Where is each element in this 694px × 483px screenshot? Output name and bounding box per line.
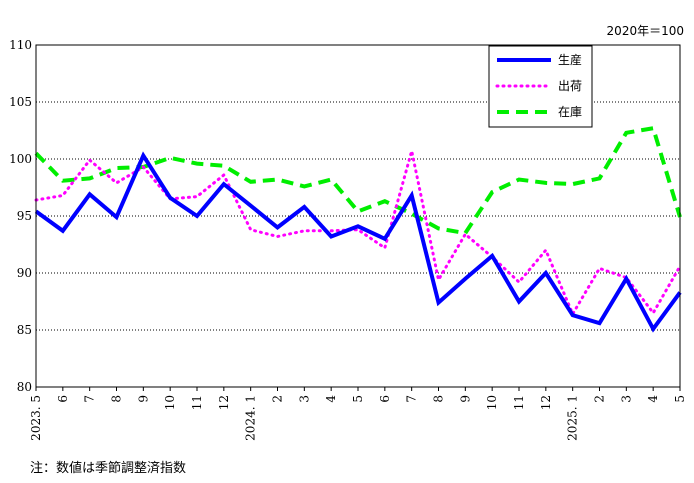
series-lines — [34, 125, 682, 333]
y-tick-label: 85 — [17, 323, 32, 337]
x-tick-label: 11 — [512, 395, 526, 410]
y-axis-ticks: 80 85 90 95 100 105 110 — [9, 38, 32, 394]
y-tick-label: 90 — [17, 266, 32, 280]
x-tick-label: 2023. 5 — [29, 395, 43, 441]
unit-label: 2020年＝100 — [607, 24, 684, 38]
x-tick-label: 10 — [485, 395, 499, 410]
x-tick-label: 10 — [163, 395, 177, 410]
x-tick-label: 9 — [458, 395, 472, 403]
x-tick-label: 2025. 1 — [566, 395, 580, 441]
x-tick-label: 2024. 1 — [244, 395, 258, 441]
x-tick-label: 12 — [539, 395, 553, 410]
legend-label-inventory: 在庫 — [558, 105, 582, 119]
y-tick-label: 105 — [9, 95, 32, 109]
x-axis-ticks: 2023. 5 6 7 8 9 10 11 12 2024. 1 2 3 4 5 6 7 8 9 10 11 12 20… — [29, 387, 687, 441]
x-tick-label: 2 — [271, 395, 285, 403]
y-tick-label: 110 — [9, 38, 32, 52]
x-tick-label: 7 — [83, 395, 97, 403]
legend-label-production: 生産 — [558, 52, 582, 67]
x-tick-label: 7 — [405, 395, 419, 403]
x-tick-label: 8 — [110, 395, 124, 403]
x-tick-label: 6 — [378, 395, 392, 403]
y-tick-label: 95 — [17, 209, 32, 223]
x-tick-label: 6 — [56, 395, 70, 403]
grid-lines — [36, 101, 680, 331]
x-tick-label: 8 — [432, 395, 446, 403]
x-tick-label: 5 — [673, 395, 687, 403]
x-tick-label: 3 — [297, 395, 311, 403]
x-tick-label: 12 — [217, 395, 231, 410]
x-tick-label: 2 — [593, 395, 607, 403]
footnote: 注：数値は季節調整済指数 — [30, 461, 187, 476]
series-line-production — [34, 151, 682, 333]
x-tick-label: 4 — [646, 395, 660, 403]
y-tick-label: 100 — [9, 152, 32, 166]
legend-label-shipments: 出荷 — [558, 79, 582, 93]
x-tick-label: 9 — [136, 395, 150, 403]
x-tick-label: 11 — [190, 395, 204, 410]
x-tick-label: 4 — [324, 395, 338, 403]
y-tick-label: 80 — [17, 380, 32, 394]
plot-frame — [35, 44, 681, 388]
x-tick-label: 3 — [619, 395, 633, 403]
x-tick-label: 5 — [351, 395, 365, 403]
